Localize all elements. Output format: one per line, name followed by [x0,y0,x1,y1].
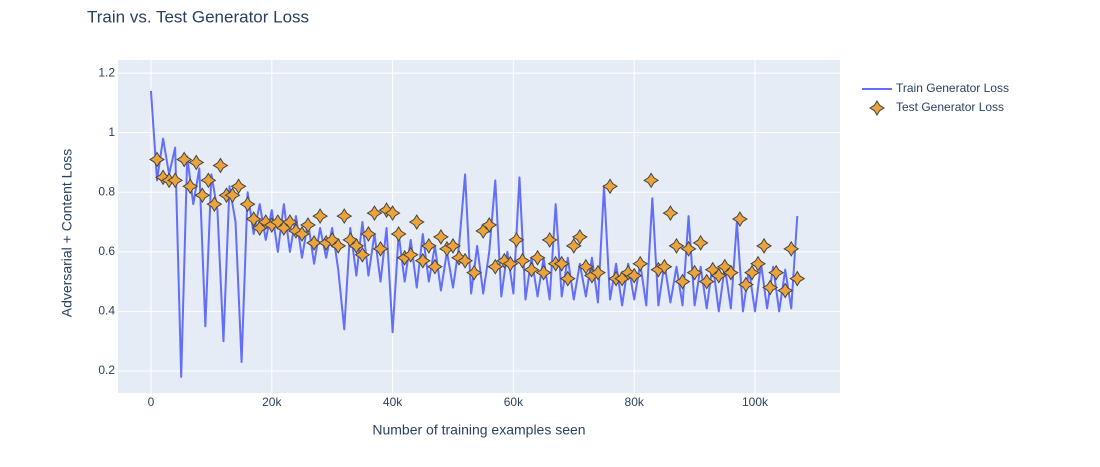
test-marker [200,172,217,189]
legend-swatch [869,100,885,116]
test-marker [281,214,298,230]
x-tick-label: 80k [625,395,645,409]
test-marker [768,264,785,281]
test-marker [686,264,703,281]
y-tick-label: 1 [108,125,115,139]
y-axis-title: Adversarial + Content Loss [59,149,75,317]
test-marker [300,217,316,233]
test-marker [789,270,806,287]
test-marker [354,246,371,263]
x-tick-label: 40k [383,395,403,409]
test-marker [777,282,794,299]
test-marker [565,237,582,254]
test-marker [783,240,800,257]
test-marker [756,237,773,254]
test-marker [414,252,431,269]
test-marker [445,237,461,254]
test-marker [535,264,552,281]
test-marker [626,267,643,284]
test-marker [330,237,347,254]
test-marker [487,258,504,275]
test-marker [643,172,660,189]
test-marker [402,246,419,263]
test-marker [360,225,377,242]
legend-label: Train Generator Loss [896,81,1009,95]
test-marker [508,231,525,248]
y-tick-label: 1.2 [98,65,115,79]
test-marker [194,187,211,204]
x-tick-label: 60k [504,395,524,409]
test-marker [426,258,443,275]
test-marker [206,196,223,213]
test-marker [750,255,766,272]
test-marker [731,211,748,228]
y-tick-label: 0.8 [98,184,115,198]
test-marker [366,205,383,222]
x-tick-label: 20k [262,395,282,409]
test-marker [457,252,474,269]
test-marker [559,270,576,287]
test-marker [306,234,323,251]
test-marker [245,211,262,228]
test-marker [432,228,449,245]
test-marker [762,279,779,296]
test-marker [481,217,498,233]
x-axis-title: Number of training examples seen [372,422,585,438]
test-marker [188,154,205,171]
y-tick-label: 0.4 [98,304,115,318]
test-marker [466,264,483,281]
test-marker [668,237,685,254]
plot-background [118,60,840,393]
chart-title: Train vs. Test Generator Loss [87,7,309,26]
x-tick-label: 100k [742,395,769,409]
test-marker [149,151,165,168]
test-marker [384,205,401,222]
test-marker [737,276,754,293]
test-marker [239,196,256,213]
test-marker [336,208,353,225]
test-marker [680,240,697,257]
test-marker [577,258,594,275]
test-marker [312,208,329,225]
test-marker [230,178,247,195]
test-marker [294,225,310,242]
test-marker [674,273,691,290]
test-marker [662,205,679,222]
test-marker [602,178,619,195]
legend-label: Test Generator Loss [896,100,1004,114]
test-marker [372,240,389,257]
test-marker [571,228,588,245]
test-marker [167,172,184,189]
test-marker [224,187,241,204]
test-marker [710,267,727,284]
test-marker [632,255,649,272]
test-marker [553,255,570,272]
test-marker [390,225,407,242]
test-marker [514,252,531,269]
test-marker [529,249,546,266]
y-tick-label: 0.6 [98,244,115,258]
test-marker [212,157,229,174]
test-marker [590,264,606,281]
test-marker [744,264,760,281]
test-marker [176,151,193,168]
test-marker [692,234,709,251]
test-marker [698,273,715,290]
test-marker [502,255,519,272]
x-tick-label: 0 [148,395,155,409]
test-marker [656,258,673,275]
test-marker [523,261,540,278]
test-marker [722,264,739,281]
y-tick-label: 0.2 [98,363,115,377]
test-marker [348,237,365,254]
test-marker [408,214,425,230]
test-marker [420,237,437,254]
test-marker [541,231,558,248]
test-marker [182,178,199,195]
